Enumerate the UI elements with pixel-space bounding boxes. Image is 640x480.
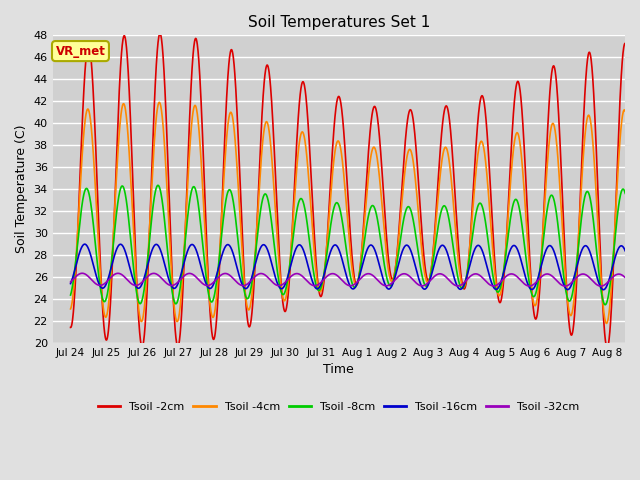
X-axis label: Time: Time	[323, 363, 354, 376]
Text: VR_met: VR_met	[56, 45, 106, 58]
Title: Soil Temperatures Set 1: Soil Temperatures Set 1	[248, 15, 430, 30]
Y-axis label: Soil Temperature (C): Soil Temperature (C)	[15, 125, 28, 253]
Legend: Tsoil -2cm, Tsoil -4cm, Tsoil -8cm, Tsoil -16cm, Tsoil -32cm: Tsoil -2cm, Tsoil -4cm, Tsoil -8cm, Tsoi…	[94, 398, 584, 417]
